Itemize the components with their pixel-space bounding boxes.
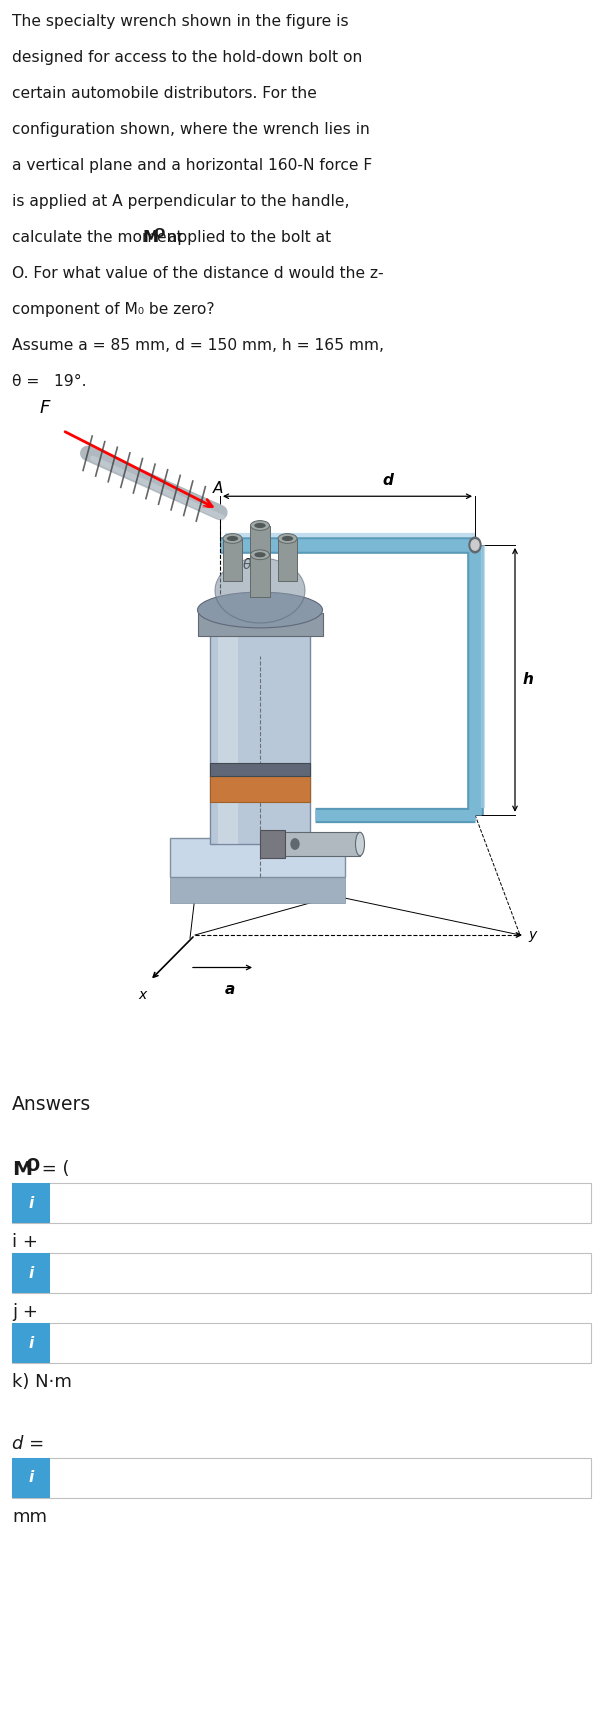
Ellipse shape: [254, 553, 266, 558]
Text: applied to the bolt at: applied to the bolt at: [163, 229, 331, 245]
Text: a: a: [225, 981, 235, 996]
Text: i: i: [28, 1195, 34, 1210]
Text: configuration shown, where the wrench lies in: configuration shown, where the wrench li…: [12, 122, 370, 137]
Text: θ =   19°.: θ = 19°.: [12, 373, 86, 389]
Text: k) N·m: k) N·m: [12, 1373, 72, 1390]
Text: mm: mm: [12, 1508, 47, 1525]
Circle shape: [469, 538, 481, 553]
Text: = (: = (: [36, 1161, 69, 1178]
Ellipse shape: [278, 534, 297, 543]
Polygon shape: [250, 526, 270, 568]
Polygon shape: [278, 539, 297, 580]
Ellipse shape: [227, 536, 238, 541]
Text: O: O: [277, 805, 288, 818]
Polygon shape: [170, 837, 345, 877]
Text: i +: i +: [12, 1233, 38, 1251]
Text: M: M: [142, 229, 158, 245]
Text: O: O: [153, 228, 165, 240]
Text: A: A: [212, 481, 223, 496]
Text: O: O: [25, 1157, 39, 1174]
FancyBboxPatch shape: [12, 1459, 50, 1498]
Text: Answers: Answers: [12, 1096, 91, 1115]
Text: i: i: [28, 1335, 34, 1351]
Text: designed for access to the hold-down bolt on: designed for access to the hold-down bol…: [12, 50, 362, 65]
Text: h: h: [523, 673, 534, 688]
Ellipse shape: [215, 558, 305, 623]
Ellipse shape: [254, 522, 266, 527]
Text: F: F: [40, 399, 50, 418]
Polygon shape: [218, 623, 238, 844]
Text: a vertical plane and a horizontal 160-N force F: a vertical plane and a horizontal 160-N …: [12, 158, 372, 173]
Polygon shape: [210, 776, 310, 801]
Text: M: M: [12, 1161, 32, 1180]
Text: O. For what value of the distance d would the z-: O. For what value of the distance d woul…: [12, 265, 384, 281]
Polygon shape: [260, 830, 285, 858]
Polygon shape: [250, 555, 270, 597]
Text: x: x: [138, 988, 147, 1002]
Ellipse shape: [282, 536, 293, 541]
FancyBboxPatch shape: [12, 1323, 591, 1363]
Text: calculate the moment: calculate the moment: [12, 229, 188, 245]
Text: d: d: [382, 474, 393, 488]
FancyBboxPatch shape: [12, 1253, 591, 1293]
Text: z: z: [264, 697, 271, 710]
Text: $\theta$: $\theta$: [242, 556, 253, 572]
Polygon shape: [210, 623, 310, 844]
Ellipse shape: [198, 592, 323, 628]
Polygon shape: [280, 832, 360, 856]
Text: j +: j +: [12, 1303, 38, 1322]
Ellipse shape: [223, 534, 242, 543]
Ellipse shape: [250, 550, 270, 560]
Polygon shape: [210, 764, 310, 776]
Text: The specialty wrench shown in the figure is: The specialty wrench shown in the figure…: [12, 14, 349, 29]
Text: component of M₀ be zero?: component of M₀ be zero?: [12, 301, 215, 317]
Text: i: i: [28, 1265, 34, 1281]
Polygon shape: [170, 877, 345, 902]
Circle shape: [291, 839, 299, 849]
FancyBboxPatch shape: [12, 1253, 50, 1293]
Text: Assume a = 85 mm, d = 150 mm, h = 165 mm,: Assume a = 85 mm, d = 150 mm, h = 165 mm…: [12, 337, 384, 353]
Circle shape: [471, 539, 479, 550]
Polygon shape: [223, 539, 242, 580]
Polygon shape: [198, 613, 323, 635]
FancyBboxPatch shape: [12, 1459, 591, 1498]
Text: d =: d =: [12, 1435, 44, 1453]
Text: i: i: [28, 1471, 34, 1486]
Ellipse shape: [250, 520, 270, 531]
FancyBboxPatch shape: [12, 1183, 591, 1222]
Ellipse shape: [356, 832, 364, 856]
FancyBboxPatch shape: [12, 1323, 50, 1363]
Text: y: y: [528, 928, 537, 942]
Text: certain automobile distributors. For the: certain automobile distributors. For the: [12, 86, 317, 101]
FancyBboxPatch shape: [12, 1183, 50, 1222]
Text: is applied at A perpendicular to the handle,: is applied at A perpendicular to the han…: [12, 193, 350, 209]
